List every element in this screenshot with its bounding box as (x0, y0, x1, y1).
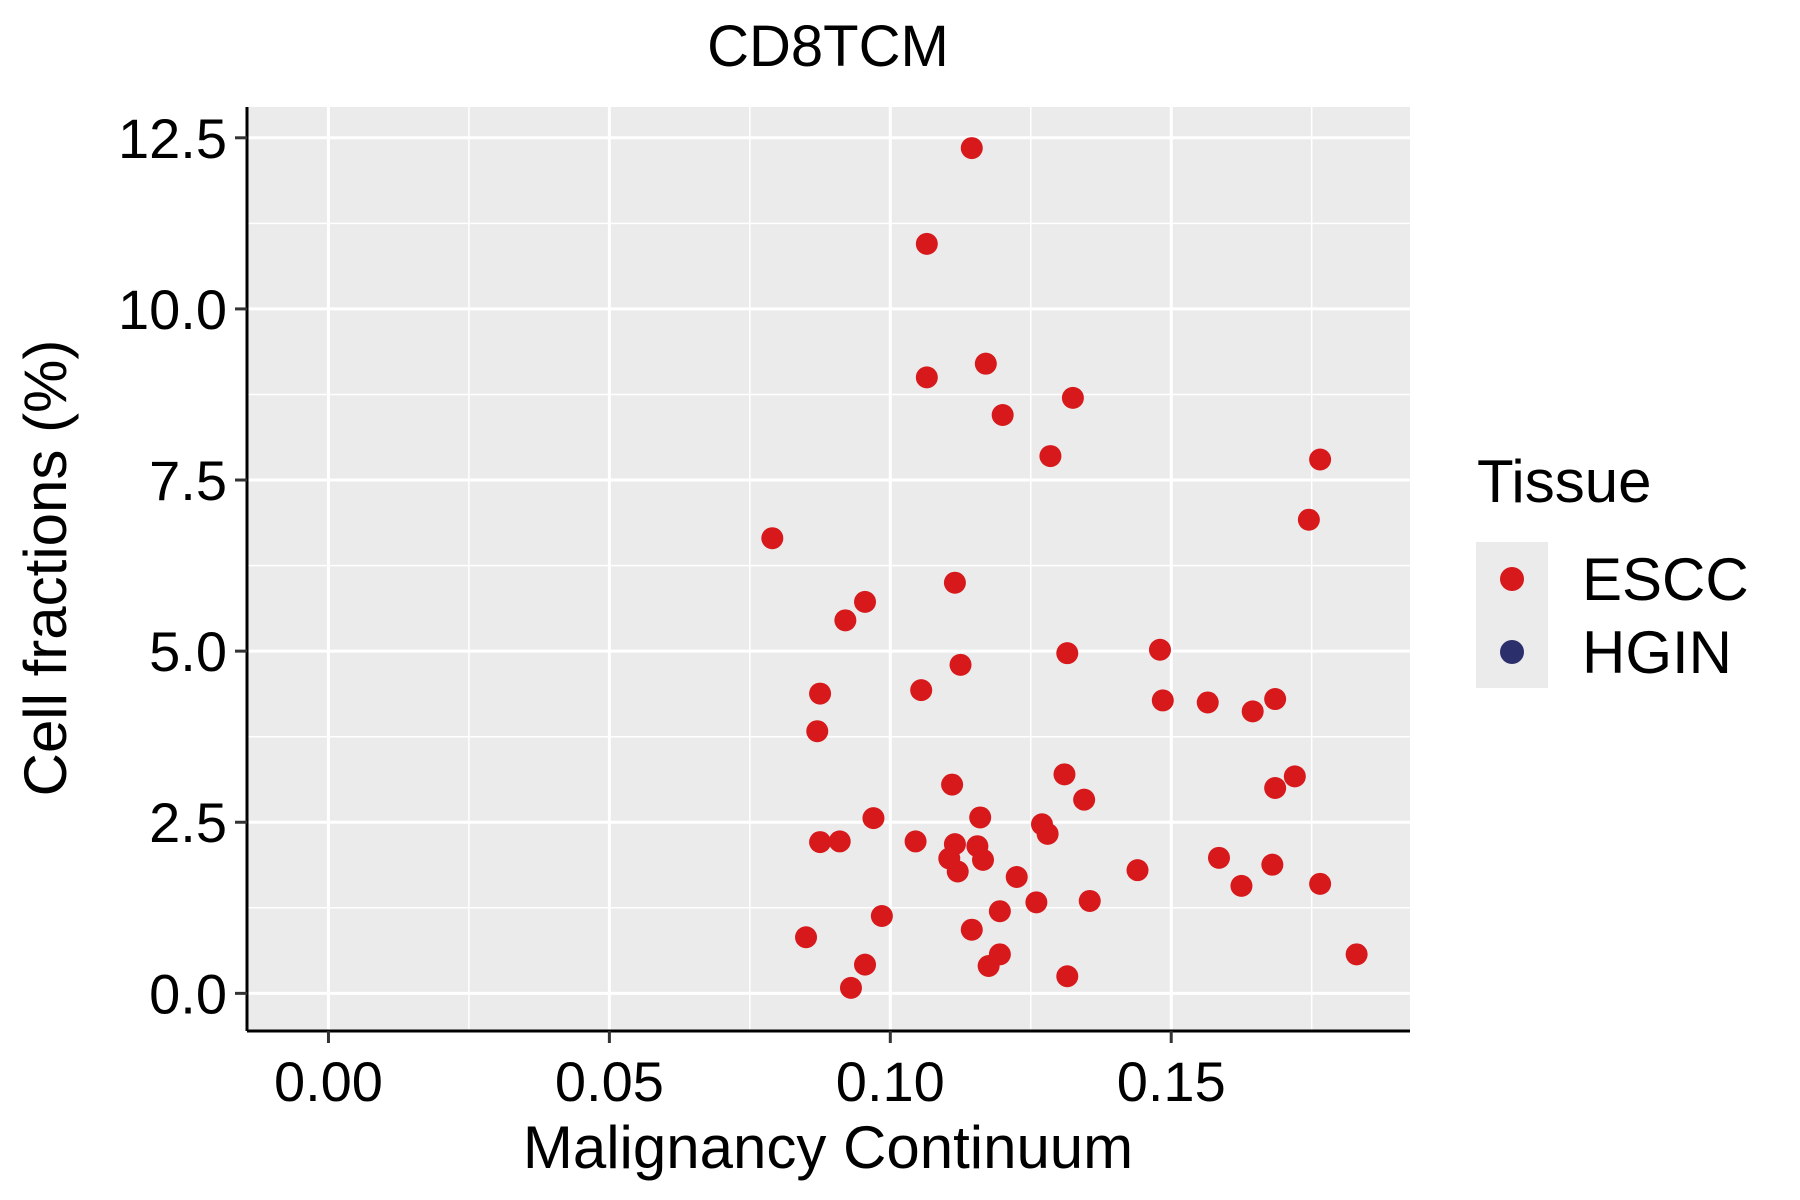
data-point-escc (1261, 853, 1284, 876)
x-tick-label: 0.05 (555, 1050, 664, 1113)
data-point-escc (1309, 872, 1332, 895)
data-point-escc (946, 860, 969, 883)
data-point-escc (854, 953, 877, 976)
data-point-escc (943, 571, 966, 594)
data-point-escc (915, 366, 938, 389)
data-point-escc (854, 590, 877, 613)
data-point-escc (949, 653, 972, 676)
data-point-escc (1025, 891, 1048, 914)
data-point-escc (1073, 788, 1096, 811)
data-point-escc (1061, 386, 1084, 409)
legend-title: Tissue (1477, 448, 1652, 515)
data-point-escc (1148, 638, 1171, 661)
data-point-escc (795, 926, 818, 949)
legend-label-escc: ESCC (1582, 546, 1749, 613)
data-point-escc (1039, 445, 1062, 468)
data-point-escc (941, 773, 964, 796)
data-point-escc (910, 679, 933, 702)
data-point-escc (809, 682, 832, 705)
legend: Tissue ESCC HGIN (1476, 448, 1749, 688)
panel-background (247, 107, 1410, 1031)
data-point-escc (915, 232, 938, 255)
data-point-escc (1151, 689, 1174, 712)
y-tick-label: 10.0 (118, 278, 227, 341)
data-point-escc (834, 609, 857, 632)
data-point-escc (1036, 822, 1059, 845)
data-point-escc (1005, 866, 1028, 888)
data-point-escc (960, 918, 983, 941)
data-point-escc (1053, 763, 1076, 786)
grid-lines (247, 107, 1410, 1031)
data-point-escc (828, 830, 851, 853)
legend-label-hgin: HGIN (1582, 619, 1732, 686)
y-axis-title: Cell fractions (%) (12, 340, 79, 797)
plot-panel (247, 107, 1410, 1031)
data-point-escc (1309, 448, 1332, 471)
data-point-escc (969, 806, 992, 829)
x-tick-label: 0.15 (1117, 1050, 1226, 1113)
data-point-escc (1264, 777, 1287, 800)
data-point-escc (991, 404, 1014, 426)
data-point-escc (870, 905, 893, 928)
x-tick-label: 0.10 (836, 1050, 945, 1113)
data-point-escc (1078, 889, 1101, 912)
data-point-escc (1196, 691, 1219, 714)
data-point-escc (1126, 859, 1149, 882)
data-points (761, 137, 1368, 999)
data-point-escc (809, 831, 832, 854)
data-point-escc (1207, 846, 1230, 869)
data-point-escc (1345, 943, 1368, 966)
data-point-escc (1297, 508, 1320, 531)
y-tick-label: 12.5 (118, 107, 227, 170)
data-point-escc (960, 137, 983, 160)
data-point-escc (977, 954, 1000, 977)
data-point-escc (1264, 688, 1287, 711)
y-tick-label: 7.5 (149, 449, 227, 512)
data-point-escc (1283, 765, 1306, 788)
data-point-escc (904, 830, 927, 853)
data-point-escc (862, 807, 885, 830)
data-point-escc (839, 976, 862, 999)
legend-key-hgin (1500, 640, 1524, 664)
data-point-escc (761, 527, 784, 550)
chart-title: CD8TCM (707, 14, 949, 79)
data-point-escc (1230, 874, 1253, 897)
data-point-escc (974, 352, 997, 375)
x-tick-label: 0.00 (274, 1050, 383, 1113)
y-tick-label: 0.0 (149, 962, 227, 1025)
axes: 0.00 0.05 0.10 0.15 0.0 2.5 5.0 7.5 10.0 12.5 (118, 107, 1410, 1113)
data-point-escc (988, 900, 1011, 923)
data-point-escc (1056, 965, 1079, 988)
y-tick-label: 5.0 (149, 620, 227, 683)
legend-key-escc (1500, 567, 1524, 591)
data-point-escc (806, 720, 829, 743)
legend-key-background (1476, 542, 1548, 688)
x-axis-title: Malignancy Continuum (523, 1114, 1133, 1181)
data-point-escc (1056, 642, 1079, 665)
data-point-escc (1241, 700, 1264, 723)
data-point-escc (972, 848, 995, 871)
y-tick-label: 2.5 (149, 791, 227, 854)
